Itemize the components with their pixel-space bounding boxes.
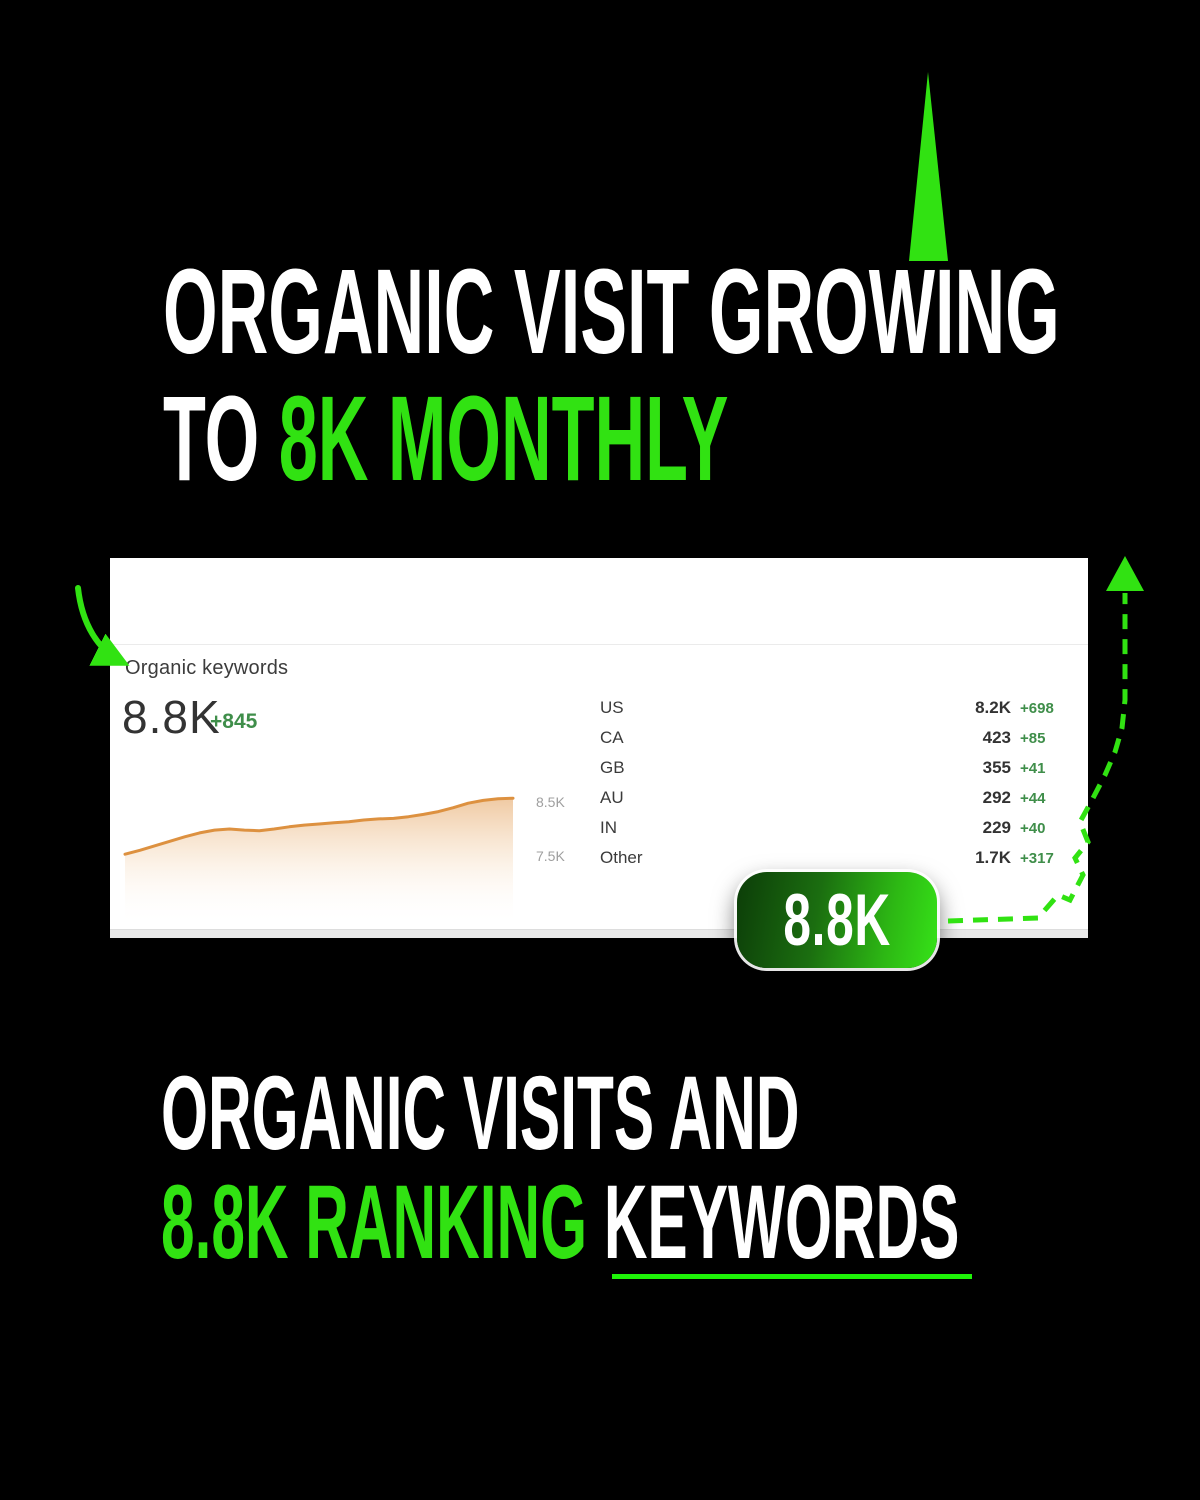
spike-triangle-icon [909,72,948,261]
metric-value: 8.8K [122,691,221,743]
country-code: GB [600,758,625,777]
card-bottom-strip [110,929,1088,938]
headline-bottom-line2-green: 8.8K RANKING [161,1164,588,1281]
chart-area-fill [125,798,513,926]
analytics-card: Organic keywords 8.8K +845 8.5K 7.5K US … [110,558,1088,938]
table-row: IN 229 +40 [600,813,1065,843]
card-divider [110,644,1088,645]
headline-top-line1: ORGANIC VISIT GROWING [163,251,1200,372]
axis-tick-lower: 7.5K [536,848,565,864]
country-value: 292 [982,788,1011,807]
chart-trend-line [123,796,515,856]
keywords-underline [612,1274,972,1279]
country-code: IN [600,818,617,837]
headline-top-line2-white: TO [163,370,260,506]
headline-bottom-line2-white: KEYWORDS [603,1164,960,1281]
country-table: US 8.2K +698 CA 423 +85 GB 355 +41 AU 29… [600,693,1065,873]
table-row: US 8.2K +698 [600,693,1065,723]
organic-keywords-chart [123,796,515,926]
country-code: US [600,698,624,717]
headline-top-line1-text: ORGANIC VISIT GROWING [163,243,1060,379]
badge-label: 8.8K [783,879,891,961]
country-value: 229 [982,818,1011,837]
dashed-arrow-head-icon [1106,556,1144,591]
country-code: AU [600,788,624,807]
country-delta: +317 [1020,849,1054,867]
headline-bottom-line1-text: ORGANIC VISITS AND [161,1055,800,1172]
metric-badge: 8.8K [737,872,937,968]
table-row: Other 1.7K +317 [600,843,1065,873]
country-delta: +44 [1020,789,1046,807]
table-row: GB 355 +41 [600,753,1065,783]
headline-top-line2-green: 8K MONTHLY [278,370,729,506]
axis-tick-upper: 8.5K [536,794,565,810]
country-value: 423 [982,728,1011,747]
widget-title: Organic keywords [125,657,289,679]
country-code: Other [600,848,643,867]
country-delta: +85 [1020,729,1046,747]
country-delta: +41 [1020,759,1046,777]
country-code: CA [600,728,624,747]
country-value: 355 [982,758,1011,777]
country-value: 8.2K [975,698,1011,717]
headline-bottom-line1: ORGANIC VISITS AND [161,1061,1200,1166]
country-value: 1.7K [975,848,1011,867]
table-row: CA 423 +85 [600,723,1065,753]
headline-top-line2: TO 8K MONTHLY [163,378,1138,499]
table-row: AU 292 +44 [600,783,1065,813]
headline-bottom-line2: 8.8K RANKING KEYWORDS [161,1170,1200,1275]
country-delta: +698 [1020,699,1054,717]
metric-delta: +845 [210,710,258,733]
country-delta: +40 [1020,819,1046,837]
